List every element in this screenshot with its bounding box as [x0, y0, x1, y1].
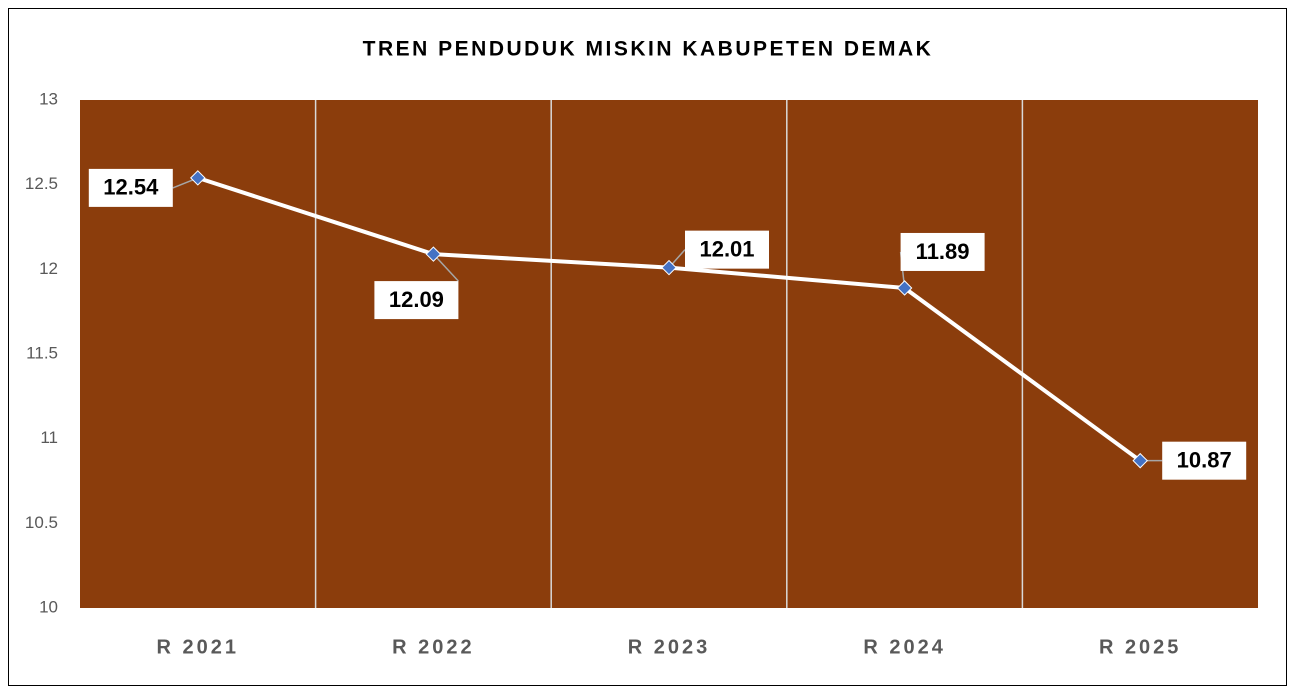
- plot-area: [80, 100, 1258, 608]
- leader-line: [432, 253, 459, 282]
- x-tick-label: R 2025: [1099, 636, 1182, 658]
- y-tick-label: 12: [39, 259, 58, 278]
- chart-title: TREN PENDUDUK MISKIN KABUPETEN DEMAK: [363, 38, 934, 61]
- marker: [425, 246, 442, 262]
- x-tick-label: R 2024: [863, 636, 946, 658]
- marker: [1132, 452, 1148, 469]
- data-label-box: [1162, 441, 1247, 480]
- marker: [661, 259, 677, 276]
- data-label-box: [88, 168, 173, 207]
- data-label: 12.01: [699, 236, 754, 261]
- y-tick-label: 13: [39, 89, 58, 108]
- data-label-box: [374, 281, 459, 320]
- y-tick-label: 12.5: [25, 174, 58, 193]
- data-label: 12.54: [103, 175, 159, 200]
- marker: [896, 280, 913, 296]
- data-label: 11.89: [916, 239, 970, 264]
- data-label-box: [900, 232, 985, 271]
- y-tick-label: 10: [39, 597, 58, 616]
- data-label: 10.87: [1177, 447, 1232, 472]
- x-tick-label: R 2022: [392, 636, 475, 658]
- data-label: 12.09: [389, 287, 444, 312]
- x-tick-label: R 2021: [157, 636, 240, 658]
- marker: [190, 170, 206, 186]
- y-tick-label: 11.5: [26, 343, 58, 362]
- x-tick-label: R 2023: [628, 636, 711, 658]
- y-tick-label: 10.5: [25, 513, 58, 532]
- data-label-box: [685, 230, 769, 269]
- y-tick-label: 11: [40, 428, 58, 447]
